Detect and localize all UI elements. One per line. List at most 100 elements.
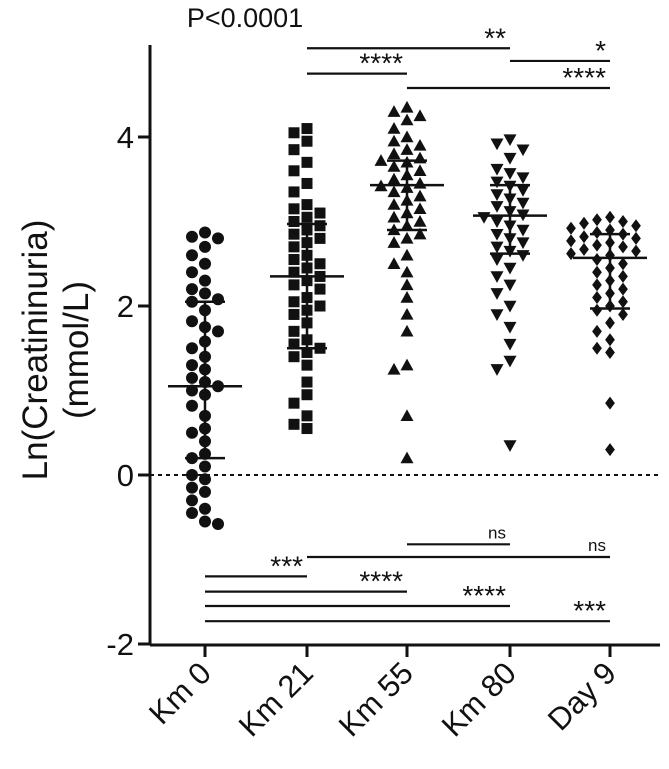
data-point — [490, 201, 504, 213]
data-point — [413, 138, 427, 151]
data-point — [301, 199, 313, 211]
data-point — [288, 397, 300, 409]
data-point — [199, 473, 211, 486]
data-point — [413, 202, 427, 215]
data-point — [579, 230, 589, 244]
data-point — [400, 451, 414, 464]
data-point — [516, 144, 530, 157]
data-point — [618, 295, 628, 309]
data-point — [503, 134, 517, 147]
data-point — [288, 296, 300, 308]
data-point — [186, 399, 198, 412]
x-tick-label: Km 21 — [232, 655, 320, 743]
data-point — [186, 371, 198, 384]
data-point — [314, 283, 326, 295]
data-point — [186, 315, 198, 328]
data-point — [314, 232, 326, 244]
data-point — [631, 231, 641, 245]
data-point — [186, 481, 198, 494]
data-point — [400, 248, 414, 261]
data-point — [618, 257, 628, 271]
data-point — [387, 198, 401, 210]
data-point — [186, 426, 198, 439]
data-point — [212, 325, 224, 338]
data-point — [400, 100, 414, 113]
data-point — [288, 418, 300, 430]
data-point — [400, 409, 414, 422]
data-point — [186, 494, 198, 507]
data-point — [199, 485, 211, 498]
data-point — [566, 221, 576, 235]
x-tick-label: Km 55 — [332, 655, 420, 743]
data-point — [186, 342, 198, 355]
data-point — [516, 224, 530, 237]
data-point — [387, 185, 401, 198]
data-point — [387, 160, 401, 172]
data-point — [400, 291, 414, 303]
data-point — [490, 364, 504, 376]
data-point — [566, 234, 576, 248]
data-point — [288, 254, 300, 266]
data-point — [503, 321, 517, 334]
data-point — [288, 228, 300, 240]
data-point — [400, 231, 414, 244]
data-point — [199, 287, 211, 300]
data-point — [288, 279, 300, 291]
data-point — [387, 362, 401, 375]
data-point — [288, 308, 300, 320]
significance-label: *** — [573, 595, 606, 626]
data-point — [400, 324, 414, 337]
data-point — [490, 241, 504, 254]
data-point — [516, 197, 530, 210]
data-point — [387, 257, 401, 269]
data-point — [400, 143, 414, 155]
data-point — [516, 250, 530, 262]
data-point — [387, 147, 401, 160]
data-point — [301, 410, 313, 422]
data-point — [503, 300, 517, 313]
data-point — [400, 130, 414, 143]
data-point — [314, 207, 326, 219]
data-point — [413, 164, 427, 176]
data-point — [387, 122, 401, 134]
data-point — [387, 172, 401, 185]
significance-label: **** — [359, 48, 403, 79]
x-tick-label: Km 80 — [435, 655, 523, 743]
data-point — [387, 105, 401, 117]
data-point — [516, 185, 530, 197]
data-point — [387, 134, 401, 147]
data-point — [288, 266, 300, 278]
data-point — [592, 278, 602, 292]
data-point — [413, 109, 427, 122]
chart-title: P<0.0001 — [187, 3, 303, 33]
significance-label: **** — [562, 62, 606, 93]
data-point — [212, 232, 224, 245]
data-point — [288, 351, 300, 363]
data-point — [387, 236, 401, 248]
data-point — [186, 469, 198, 481]
data-point — [490, 271, 504, 283]
data-point — [503, 152, 517, 165]
data-point — [288, 203, 300, 215]
data-point — [413, 215, 427, 227]
data-point — [618, 240, 628, 254]
significance-label: ** — [484, 22, 506, 53]
data-point — [477, 212, 491, 224]
data-point — [288, 338, 300, 350]
data-point — [618, 307, 628, 321]
data-point — [605, 345, 615, 359]
data-point — [186, 249, 198, 262]
y-axis-label-line2: (mmol/L) — [57, 281, 96, 419]
data-point — [631, 244, 641, 258]
data-point — [490, 309, 504, 321]
data-point — [503, 338, 517, 351]
data-point — [579, 242, 589, 256]
data-point — [186, 359, 198, 372]
data-point — [592, 213, 602, 227]
data-point — [605, 333, 615, 347]
data-point — [400, 358, 414, 371]
data-point — [186, 283, 198, 296]
data-point — [314, 258, 326, 270]
data-point — [516, 237, 530, 250]
